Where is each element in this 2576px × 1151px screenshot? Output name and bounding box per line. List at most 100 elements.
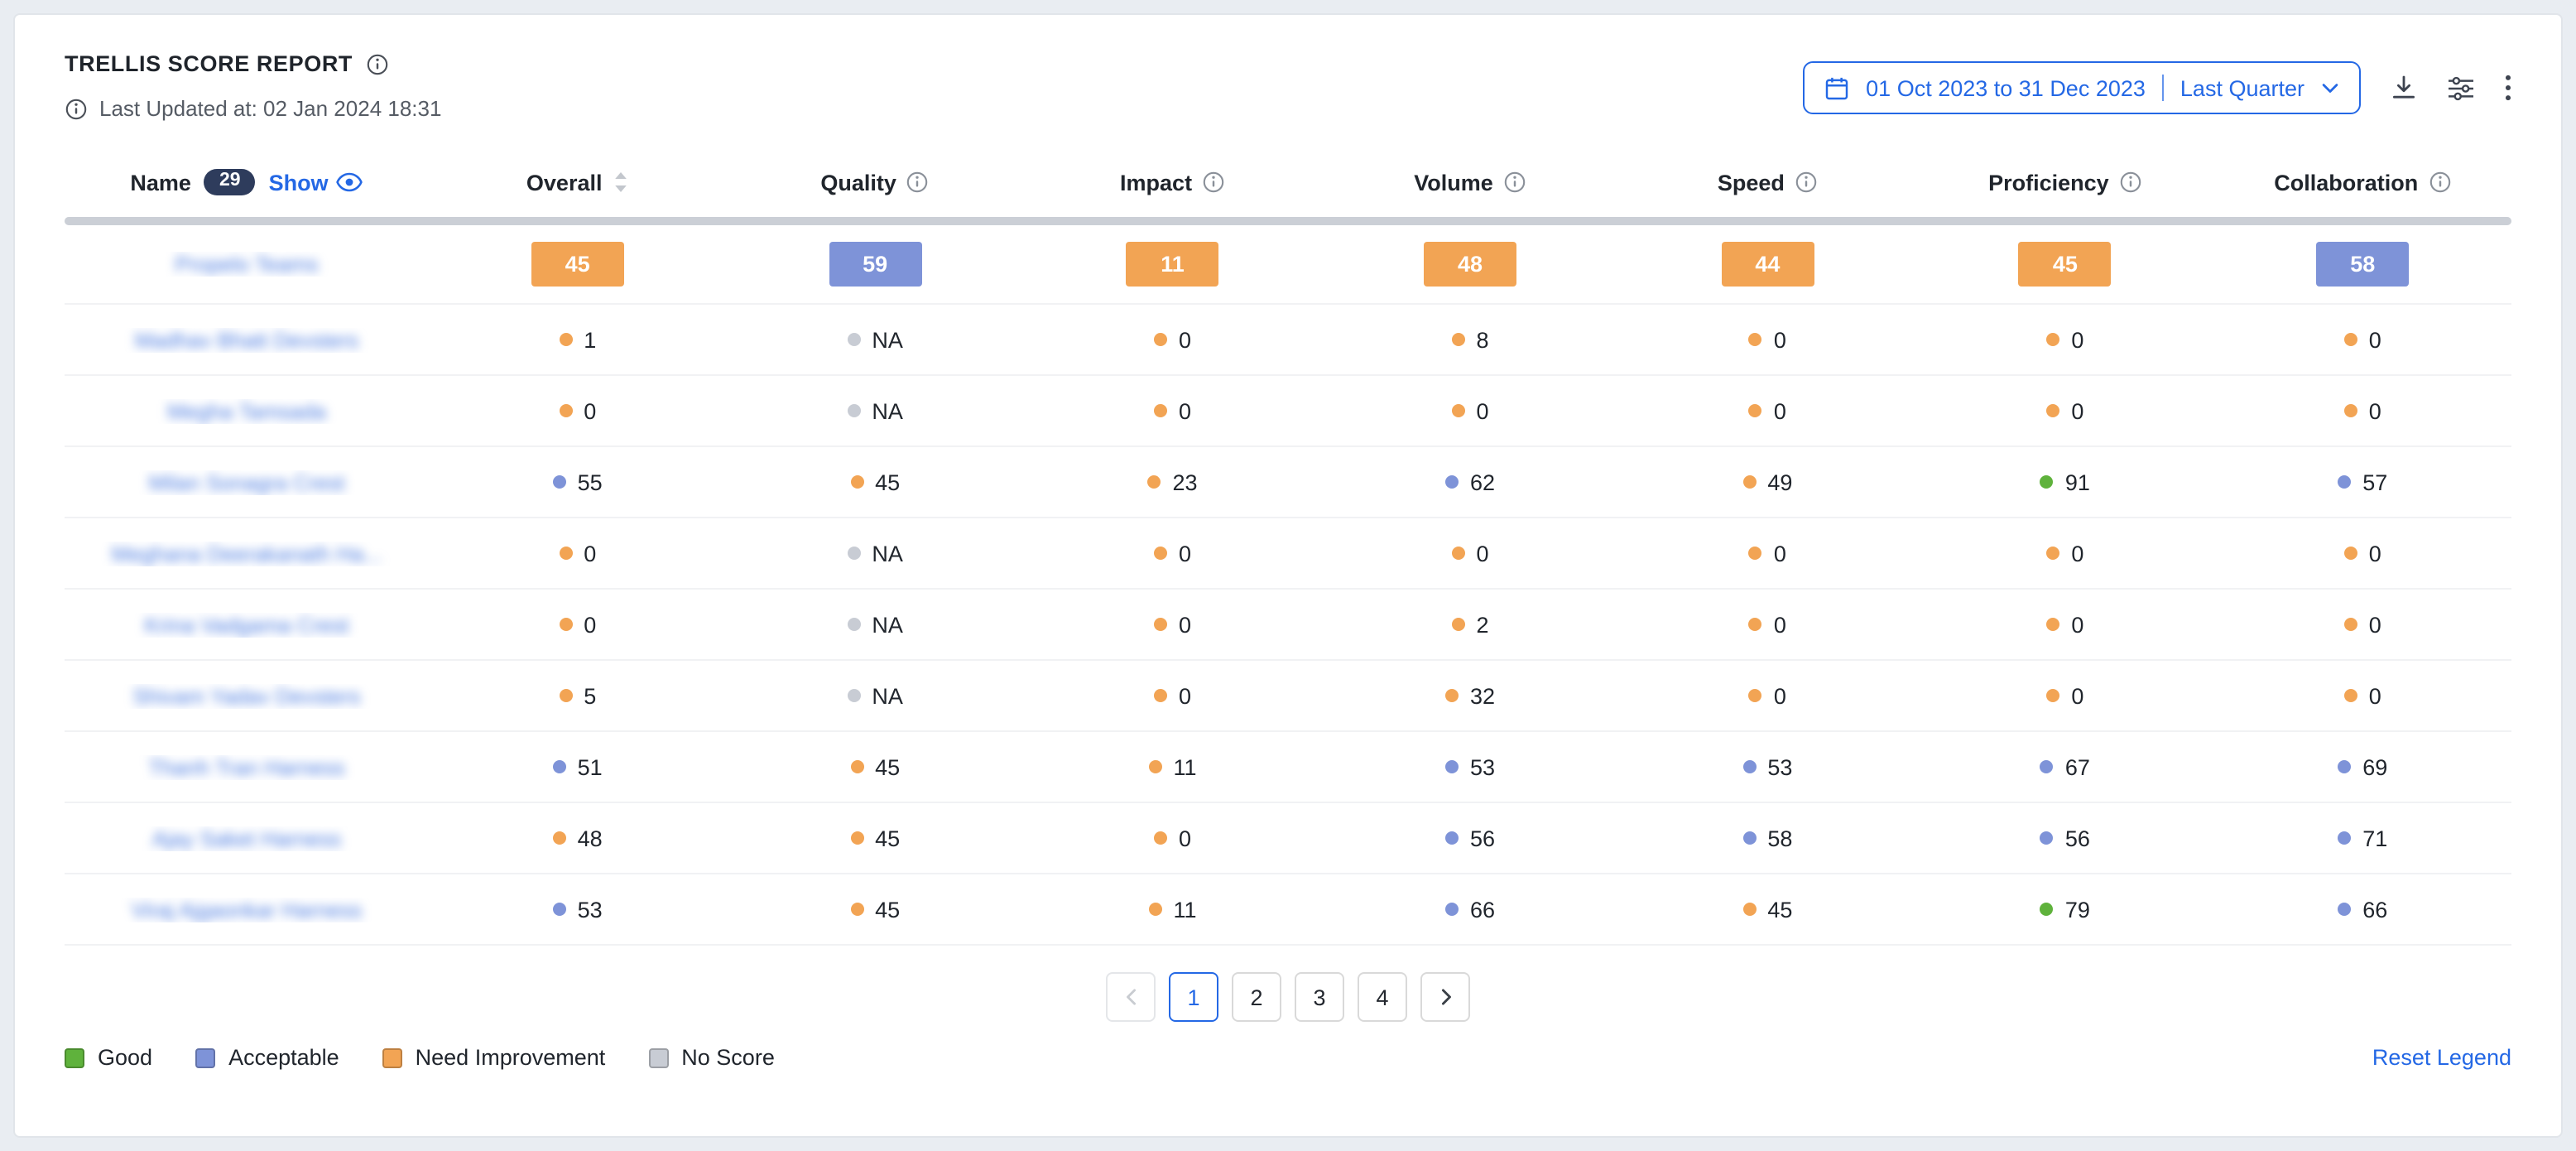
more-options-button[interactable] (2505, 75, 2511, 101)
info-icon[interactable] (1202, 171, 1225, 194)
score-value: 45 (1767, 897, 1792, 922)
info-icon[interactable] (1795, 171, 1818, 194)
score-cell-quality: 45 (726, 826, 1023, 850)
member-name-link[interactable]: Thanh Tran Harness (148, 754, 344, 779)
score-value: 0 (1179, 683, 1191, 708)
score-value: 2 (1476, 612, 1488, 637)
member-name-link[interactable]: Krina Vadgama Crest (145, 612, 349, 637)
score-dot (2040, 760, 2054, 773)
score-value: 11 (1174, 754, 1197, 779)
score-value: 0 (2071, 612, 2083, 637)
score-value: 0 (1179, 612, 1191, 637)
score-cell-speed: 0 (1619, 683, 1916, 708)
score-dot (1154, 333, 1167, 346)
score-value: 57 (2362, 470, 2387, 494)
table-row: Viraj Ajgaonkar Harness53451166457966 (65, 874, 2511, 946)
member-name-link[interactable]: Milan Sonagra Crest (149, 470, 345, 494)
score-cell-impact: 23 (1024, 470, 1321, 494)
score-cell-overall: 0 (429, 541, 726, 566)
pagination-page-1[interactable]: 1 (1169, 972, 1218, 1022)
score-cell-quality: NA (726, 683, 1023, 708)
legend-item-acceptable[interactable]: Acceptable (195, 1045, 339, 1070)
score-badge[interactable]: 45 (2019, 242, 2112, 287)
score-cell-volume: 66 (1321, 897, 1618, 922)
column-header-speed[interactable]: Speed (1619, 170, 1916, 195)
info-icon[interactable] (2119, 171, 2142, 194)
member-name-link[interactable]: Viraj Ajgaonkar Harness (132, 897, 362, 922)
score-dot (847, 547, 860, 560)
score-dot (553, 903, 566, 916)
scrollbar-thumb[interactable] (65, 217, 2511, 225)
pagination-page-4[interactable]: 4 (1358, 972, 1407, 1022)
member-name-link[interactable]: Ajay Saket Harness (152, 826, 341, 850)
score-cell-quality: NA (726, 612, 1023, 637)
score-value: NA (872, 327, 903, 352)
score-badge[interactable]: 11 (1127, 242, 1219, 287)
download-icon (2391, 75, 2417, 101)
score-dot (850, 831, 863, 845)
score-value: 67 (2065, 754, 2090, 779)
score-badge[interactable]: 59 (829, 242, 921, 287)
date-range-picker-button[interactable]: 01 Oct 2023 to 31 Dec 2023 Last Quarter (1803, 61, 2361, 114)
score-dot (2046, 689, 2059, 702)
member-name-link[interactable]: Shivam Yadav Devsters (132, 683, 360, 708)
score-cell-speed: 0 (1619, 612, 1916, 637)
score-value: 48 (578, 826, 603, 850)
report-header: TRELLIS SCORE REPORT Last Updated at: 02… (65, 51, 2511, 121)
team-name-link[interactable]: Propelo Teams (175, 252, 319, 277)
column-header-volume[interactable]: Volume (1321, 170, 1618, 195)
score-value: 45 (875, 897, 900, 922)
column-header-label: Speed (1718, 170, 1785, 195)
score-cell-quality: NA (726, 541, 1023, 566)
legend-item-need-improvement[interactable]: Need Improvement (382, 1045, 606, 1070)
settings-button[interactable] (2447, 75, 2475, 100)
info-icon[interactable] (906, 171, 930, 194)
member-name-link[interactable]: Meghana Deerakanath Ha... (112, 541, 382, 566)
sliders-icon (2447, 75, 2475, 100)
name-cell: Madhav Bhatt Devsters (65, 327, 429, 352)
column-header-label: Collaboration (2274, 170, 2418, 195)
column-header-quality[interactable]: Quality (726, 170, 1023, 195)
score-dot (1148, 475, 1161, 489)
column-header-collaboration[interactable]: Collaboration (2214, 170, 2511, 195)
score-dot (850, 760, 863, 773)
legend-item-no-score[interactable]: No Score (648, 1045, 775, 1070)
score-cell-impact: 0 (1024, 541, 1321, 566)
score-value: 66 (1470, 897, 1495, 922)
score-value: 79 (2065, 897, 2090, 922)
score-value: 56 (1470, 826, 1495, 850)
score-badge[interactable]: 45 (531, 242, 624, 287)
column-header-overall[interactable]: Overall (429, 170, 726, 195)
title-info-icon[interactable] (366, 52, 389, 75)
score-badge[interactable]: 44 (1721, 242, 1814, 287)
horizontal-scrollbar[interactable] (65, 217, 2511, 225)
legend-label: Good (98, 1045, 152, 1070)
score-badge[interactable]: 58 (2316, 242, 2409, 287)
sort-icon[interactable] (612, 171, 628, 194)
score-dot (1445, 903, 1459, 916)
score-value: 55 (578, 470, 603, 494)
info-icon[interactable] (2428, 171, 2451, 194)
pagination-next-button[interactable] (1420, 972, 1470, 1022)
pagination-prev-button[interactable] (1106, 972, 1156, 1022)
score-value: 0 (2071, 327, 2083, 352)
member-name-link[interactable]: Madhav Bhatt Devsters (135, 327, 358, 352)
score-cell-proficiency: 91 (1916, 470, 2213, 494)
name-column-header: Name 29 Show (65, 169, 429, 196)
legend-item-good[interactable]: Good (65, 1045, 152, 1070)
member-name-link[interactable]: Megha Tamsada (167, 398, 326, 423)
score-dot (1749, 547, 1762, 560)
legend-swatch-acceptable (195, 1047, 215, 1067)
score-dot (559, 547, 572, 560)
column-header-impact[interactable]: Impact (1024, 170, 1321, 195)
pagination-page-2[interactable]: 2 (1232, 972, 1281, 1022)
score-cell-proficiency: 0 (1916, 612, 2213, 637)
reset-legend-link[interactable]: Reset Legend (2372, 1045, 2511, 1070)
pagination-page-3[interactable]: 3 (1295, 972, 1344, 1022)
download-button[interactable] (2391, 75, 2417, 101)
score-badge[interactable]: 48 (1424, 242, 1516, 287)
info-icon[interactable] (1503, 171, 1526, 194)
show-names-button[interactable]: Show (269, 170, 363, 195)
score-cell-proficiency: 56 (1916, 826, 2213, 850)
column-header-proficiency[interactable]: Proficiency (1916, 170, 2213, 195)
